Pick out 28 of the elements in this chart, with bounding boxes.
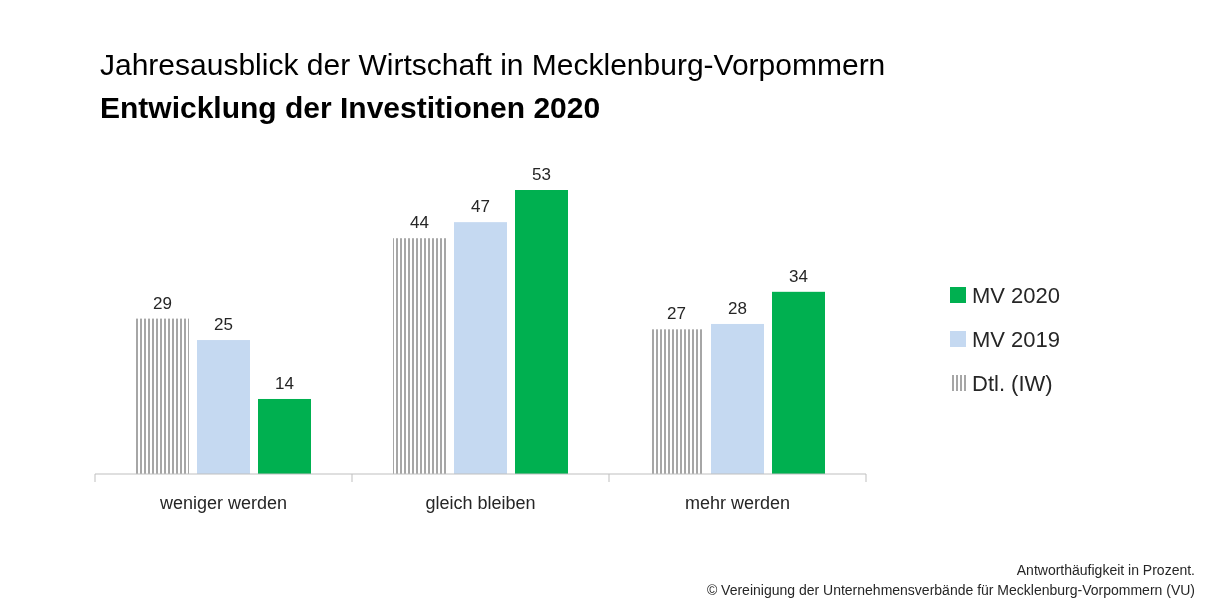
data-label: 47: [471, 197, 490, 217]
x-tick-label: weniger werden: [158, 493, 288, 513]
text: © Vereinigung der Unternehmensverbände für Mecklenburg-Vorpommern (VU): [706, 582, 1195, 598]
bar: [772, 291, 825, 474]
data-label: 29: [153, 293, 172, 313]
legend-label: MV 2019: [972, 327, 1061, 352]
bar: [393, 238, 446, 474]
legend-label: Dtl. (IW): [972, 371, 1053, 396]
data-label: 14: [275, 373, 294, 393]
x-tick-label: gleich bleiben: [425, 493, 536, 513]
data-label: 53: [532, 165, 551, 184]
bar: [454, 222, 507, 474]
chart-title: Jahresausblick der Wirtschaft in Mecklenburg-Vorpommern: [100, 48, 886, 81]
bar: [650, 329, 703, 474]
data-label: 44: [410, 213, 429, 233]
bar: [136, 318, 189, 474]
x-tick-label: mehr werden: [684, 493, 791, 513]
data-label: 34: [789, 266, 808, 286]
data-label: 28: [728, 298, 747, 318]
data-label: 27: [667, 304, 686, 324]
legend-label: MV 2020: [972, 283, 1061, 308]
text: Antworthäufigkeit in Prozent.: [1016, 562, 1195, 578]
bar: [515, 190, 568, 474]
bar: [711, 323, 764, 474]
chart-subtitle: Entwicklung der Investitionen 2020: [100, 91, 601, 124]
bar: [258, 398, 311, 474]
data-label: 25: [214, 315, 233, 335]
bar: [197, 340, 250, 474]
